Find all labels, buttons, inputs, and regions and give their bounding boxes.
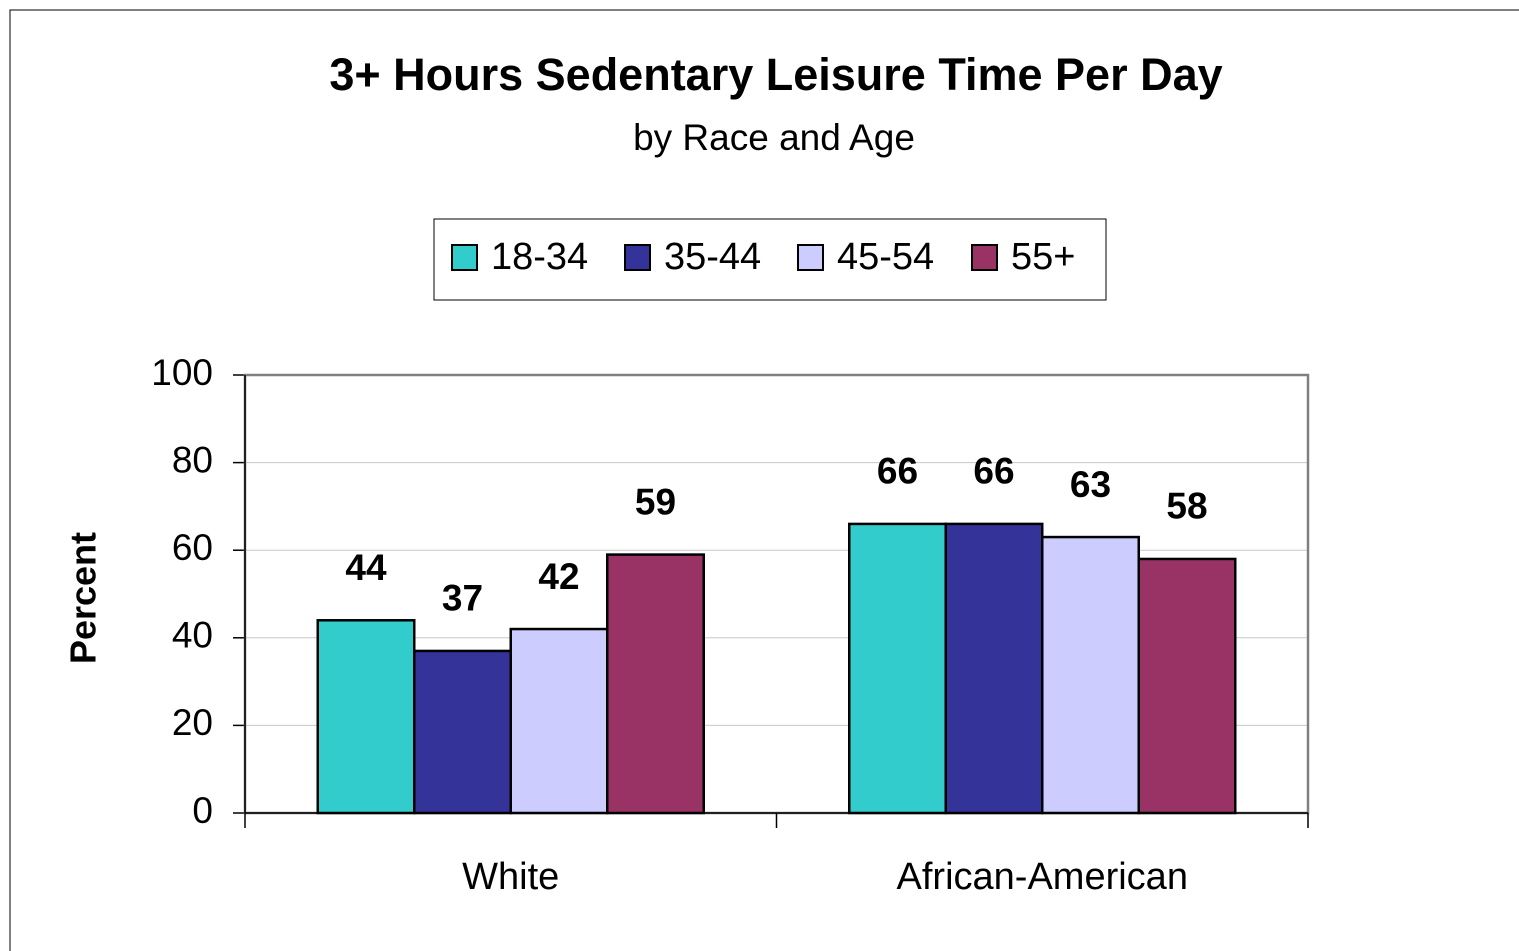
data-label: 42	[538, 556, 579, 597]
y-tick-label: 0	[192, 790, 213, 831]
data-label: 66	[877, 451, 918, 492]
y-tick-label: 80	[172, 439, 213, 480]
legend-swatch	[624, 244, 651, 271]
y-tick-label: 100	[151, 352, 213, 393]
bar	[413, 649, 512, 815]
data-label: 63	[1070, 464, 1111, 505]
bar	[509, 627, 609, 815]
chart-title: 3+ Hours Sedentary Leisure Time Per Day	[329, 49, 1222, 100]
data-label: 58	[1166, 486, 1207, 527]
y-tick-label: 20	[172, 702, 213, 743]
legend-label: 18-34	[491, 236, 588, 278]
legend-swatch	[451, 244, 478, 271]
chart-subtitle: by Race and Age	[633, 117, 915, 158]
x-tick-label: African-American	[897, 856, 1188, 898]
bar	[1041, 535, 1140, 815]
y-tick-label: 60	[172, 527, 213, 568]
legend-swatch	[797, 244, 824, 271]
legend-swatch	[971, 244, 998, 271]
data-label: 37	[442, 578, 483, 619]
bar	[606, 553, 705, 815]
legend-label: 55+	[1011, 236, 1075, 278]
bar	[848, 522, 947, 815]
data-label: 66	[973, 451, 1014, 492]
x-tick-label: White	[462, 856, 559, 898]
y-tick-label: 40	[172, 615, 213, 656]
bar	[1137, 557, 1237, 815]
data-label: 59	[635, 481, 676, 522]
data-label: 44	[345, 547, 387, 588]
y-axis-label: Percent	[63, 532, 104, 664]
bar	[944, 522, 1044, 815]
legend-label: 45-54	[837, 236, 934, 278]
frame	[9, 9, 1519, 951]
bar	[316, 619, 416, 815]
legend-label: 35-44	[664, 236, 761, 278]
